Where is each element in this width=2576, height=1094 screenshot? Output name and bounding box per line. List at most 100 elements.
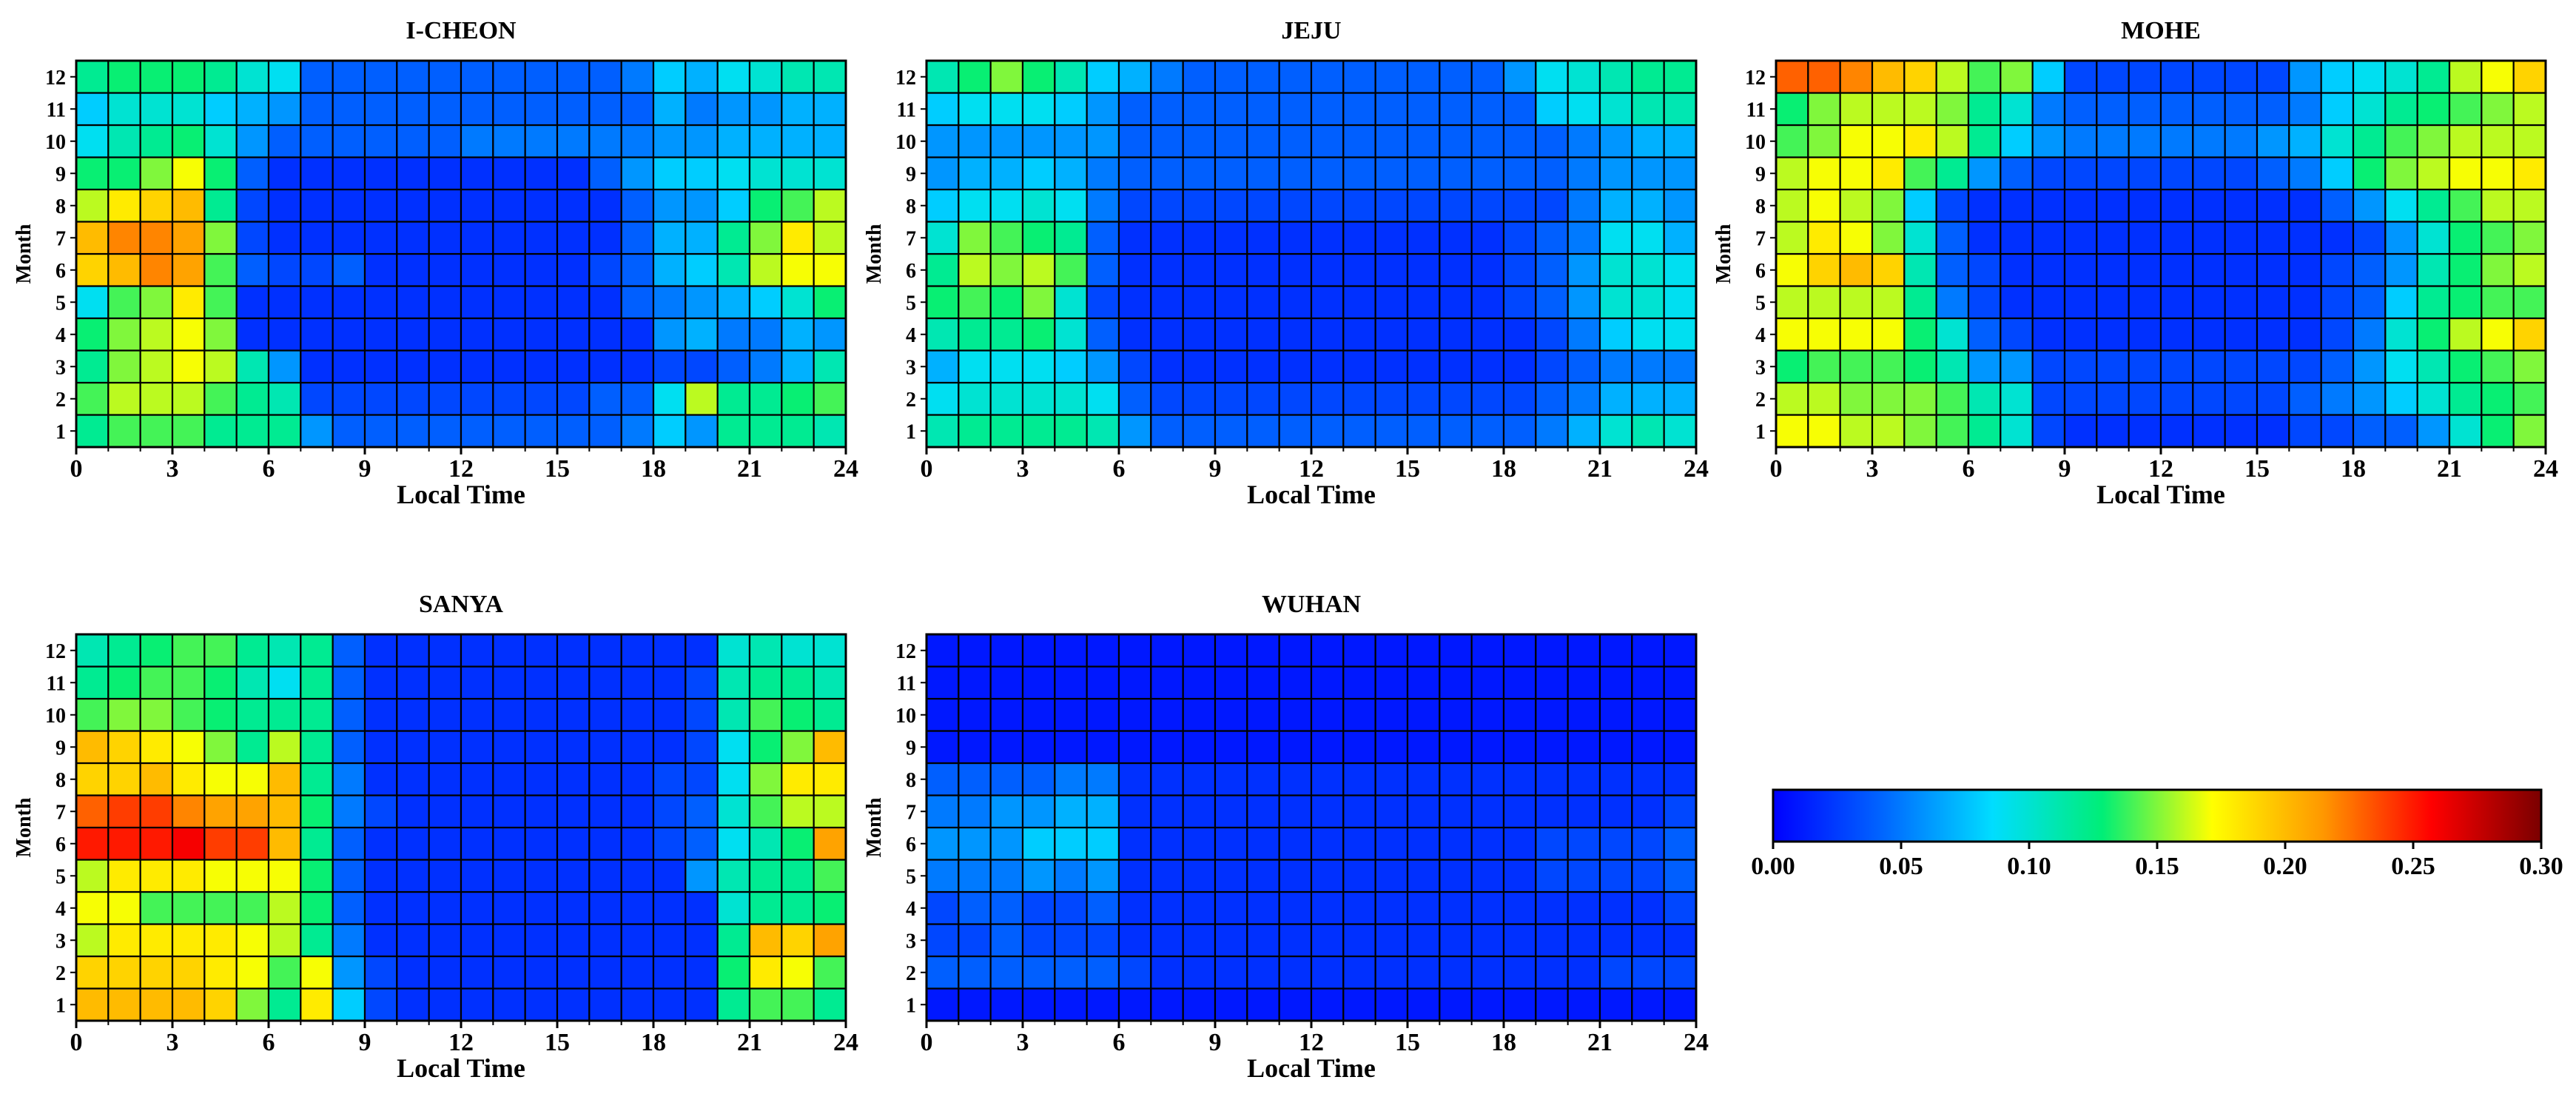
heatmap-cell	[2096, 252, 2130, 287]
heatmap-cell	[75, 252, 110, 287]
heatmap-cell	[1663, 414, 1698, 449]
heatmap-cell	[2481, 414, 2515, 449]
heatmap-cell	[1406, 762, 1441, 796]
heatmap-cell	[139, 826, 174, 861]
heatmap-cell	[2192, 414, 2226, 449]
heatmap-cell	[813, 955, 847, 990]
heatmap-cell	[363, 59, 398, 94]
heatmap-cell	[460, 221, 494, 255]
heatmap-cell	[1631, 987, 1665, 1022]
heatmap-cell	[925, 188, 960, 223]
heatmap-cell	[1807, 124, 1841, 158]
heatmap-cell	[1406, 923, 1441, 958]
heatmap-cell	[2256, 285, 2290, 320]
heatmap-cell	[363, 188, 398, 223]
x-axis-label: Local Time	[1247, 480, 1376, 509]
heatmap-cell	[2096, 349, 2130, 384]
heatmap-cell	[1775, 381, 1809, 416]
heatmap-cell	[652, 124, 687, 158]
heatmap-cell	[460, 633, 494, 668]
heatmap-cell	[1214, 414, 1248, 449]
heatmap-cell	[235, 221, 270, 255]
heatmap-cell	[652, 826, 687, 861]
heatmap-cell	[588, 859, 622, 893]
heatmap-cell	[1117, 156, 1152, 191]
heatmap-cell	[989, 633, 1024, 668]
heatmap-cell	[1598, 156, 1633, 191]
heatmap-cell	[781, 252, 815, 287]
heatmap-cell	[332, 59, 366, 94]
heatmap-cell	[300, 317, 334, 352]
heatmap-cell	[989, 188, 1024, 223]
heatmap-cell	[428, 730, 463, 765]
heatmap-cell	[958, 987, 992, 1022]
heatmap-cell	[1598, 665, 1633, 700]
heatmap-cell	[300, 987, 334, 1022]
heatmap-cell	[171, 859, 206, 893]
heatmap-cell	[925, 697, 960, 732]
heatmap-cell	[139, 987, 174, 1022]
heatmap-cell	[2320, 381, 2355, 416]
heatmap-cell	[1631, 124, 1665, 158]
heatmap-cell	[620, 987, 655, 1022]
heatmap-cell	[396, 252, 430, 287]
heatmap-cell	[556, 349, 591, 384]
heatmap-cell	[2159, 221, 2194, 255]
heatmap-cell	[171, 633, 206, 668]
heatmap-cell	[1839, 124, 1874, 158]
heatmap-cell	[1470, 955, 1505, 990]
heatmap-cell	[396, 730, 430, 765]
heatmap-cell	[1182, 221, 1217, 255]
heatmap-cell	[300, 59, 334, 94]
heatmap-cell	[1310, 349, 1345, 384]
heatmap-cell	[620, 156, 655, 191]
heatmap-cell	[139, 221, 174, 255]
heatmap-cell	[1631, 188, 1665, 223]
heatmap-cell	[1021, 890, 1056, 925]
heatmap-cell	[813, 381, 847, 416]
heatmap-cell	[1567, 188, 1601, 223]
heatmap-cell	[1117, 890, 1152, 925]
heatmap-cell	[958, 349, 992, 384]
heatmap-cell	[1598, 285, 1633, 320]
heatmap-cell	[1054, 826, 1088, 861]
heatmap-cell	[267, 59, 302, 94]
heatmap-cell	[2320, 285, 2355, 320]
heatmap-cell	[300, 381, 334, 416]
heatmap-cell	[1439, 317, 1473, 352]
heatmap-cell	[958, 188, 992, 223]
heatmap-cell	[204, 890, 238, 925]
heatmap-cell	[363, 955, 398, 990]
heatmap-cell	[139, 124, 174, 158]
heatmap-cell	[2063, 317, 2098, 352]
heatmap-cell	[396, 762, 430, 796]
heatmap-cell	[1406, 59, 1441, 94]
heatmap-cell	[1871, 349, 1906, 384]
heatmap-cell	[925, 285, 960, 320]
heatmap-cell	[1567, 317, 1601, 352]
heatmap-cell	[1663, 697, 1698, 732]
heatmap-cell	[1406, 285, 1441, 320]
heatmap-cell	[492, 252, 526, 287]
heatmap-cell	[2224, 92, 2259, 127]
heatmap-cell	[1935, 59, 1970, 94]
heatmap-cell	[1342, 762, 1376, 796]
heatmap-cell	[1054, 665, 1088, 700]
heatmap-cell	[1470, 59, 1505, 94]
heatmap-cell	[1278, 124, 1313, 158]
heatmap-cell	[1470, 317, 1505, 352]
heatmap-cell	[1342, 697, 1376, 732]
heatmap-cell	[1310, 414, 1345, 449]
heatmap-cell	[1246, 633, 1280, 668]
heatmap-cell	[171, 665, 206, 700]
heatmap-cell	[428, 414, 463, 449]
heatmap-cell	[1871, 317, 1906, 352]
heatmap-cell	[620, 665, 655, 700]
heatmap-cell	[267, 349, 302, 384]
heatmap-cell	[171, 252, 206, 287]
heatmap-cell	[2512, 92, 2547, 127]
heatmap-cell	[1021, 124, 1056, 158]
heatmap-cell	[1406, 188, 1441, 223]
heatmap-cell	[332, 124, 366, 158]
heatmap-cell	[925, 349, 960, 384]
